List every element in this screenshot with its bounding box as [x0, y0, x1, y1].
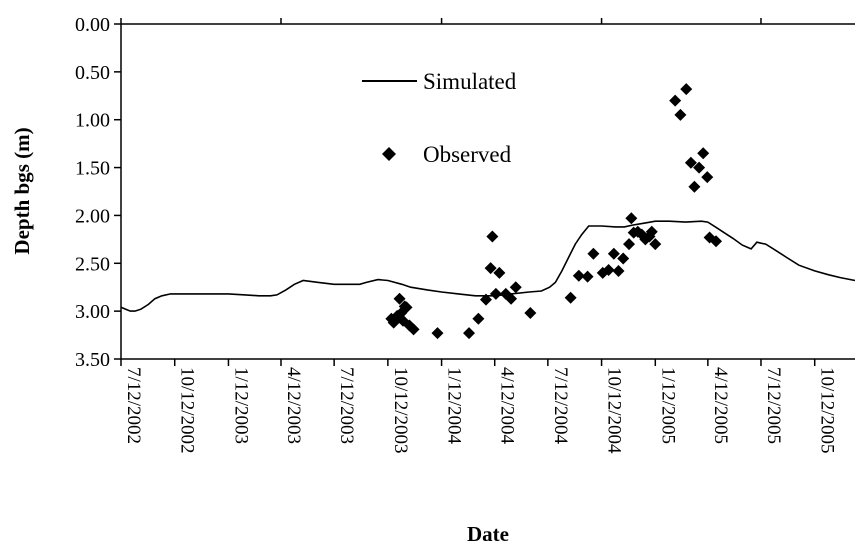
observed-point [693, 161, 706, 174]
observed-point [393, 292, 406, 305]
observed-point [680, 83, 693, 96]
observed-point [463, 327, 476, 340]
y-tick-label: 1.00 [75, 110, 110, 132]
observed-point [509, 281, 522, 294]
legend: Simulated Observed [362, 69, 517, 167]
observed-point [645, 225, 658, 238]
y-tick-label: 2.50 [75, 253, 110, 275]
observed-point [697, 147, 710, 160]
observed-point [472, 312, 485, 325]
y-tick-label: 3.50 [75, 349, 110, 371]
observed-point [669, 94, 682, 107]
x-tick-label: 10/12/2004 [604, 367, 625, 454]
observed-point [688, 180, 701, 193]
y-tick-label: 0.50 [75, 62, 110, 84]
observed-point [564, 291, 577, 304]
y-tick-label: 2.00 [75, 205, 110, 227]
observed-point [625, 212, 638, 225]
observed-point [400, 301, 413, 314]
x-tick-label: 4/12/2003 [283, 367, 304, 444]
x-tick-labels: 7/12/2002 10/12/2002 1/12/2003 4/12/2003 7/1… [123, 367, 838, 454]
observed-point [710, 235, 723, 248]
observed-point [623, 238, 636, 251]
observed-point [581, 270, 594, 283]
x-tick-label: 10/12/2003 [390, 367, 411, 454]
x-tick-label: 1/12/2003 [230, 367, 251, 444]
observed-series [385, 83, 723, 340]
x-tick-label: 1/12/2005 [657, 367, 678, 444]
x-tick-label: 7/12/2004 [550, 367, 571, 445]
x-tick-label: 4/12/2005 [710, 367, 731, 444]
observed-point [607, 247, 620, 260]
observed-point [479, 293, 492, 306]
observed-point [431, 327, 444, 340]
observed-point [701, 171, 714, 184]
observed-point [484, 262, 497, 275]
observed-point [684, 156, 697, 169]
x-tick-label: 1/12/2004 [444, 367, 465, 445]
observed-point [587, 247, 600, 260]
y-tick-labels: 0.00 0.50 1.00 1.50 2.00 2.50 3.00 3.50 [75, 14, 110, 371]
observed-point [486, 230, 499, 243]
observed-point [407, 323, 420, 336]
x-tick-label: 4/12/2004 [497, 367, 518, 445]
legend-label-simulated: Simulated [423, 69, 517, 94]
legend-label-observed: Observed [423, 142, 512, 167]
observed-point [489, 287, 502, 300]
observed-point [505, 292, 518, 305]
x-tick-label: 7/12/2003 [336, 367, 357, 444]
y-tick-label: 1.50 [75, 158, 110, 180]
x-tick-label: 7/12/2002 [123, 367, 144, 444]
x-axis-title: Date [467, 522, 509, 546]
legend-diamond-swatch [382, 147, 396, 161]
observed-point [612, 264, 625, 277]
observed-point [649, 238, 662, 251]
axes [114, 18, 855, 366]
observed-point [602, 263, 615, 276]
observed-point [524, 307, 537, 320]
x-tick-label: 10/12/2002 [177, 367, 198, 454]
y-axis-title: Depth bgs (m) [10, 127, 34, 254]
observed-point [493, 266, 506, 279]
y-tick-label: 0.00 [75, 14, 110, 36]
x-tick-label: 10/12/2005 [817, 367, 838, 454]
y-tick-label: 3.00 [75, 301, 110, 323]
observed-point [674, 108, 687, 121]
observed-point [617, 252, 630, 265]
observed-point [572, 269, 585, 282]
x-tick-label: 7/12/2005 [763, 367, 784, 444]
